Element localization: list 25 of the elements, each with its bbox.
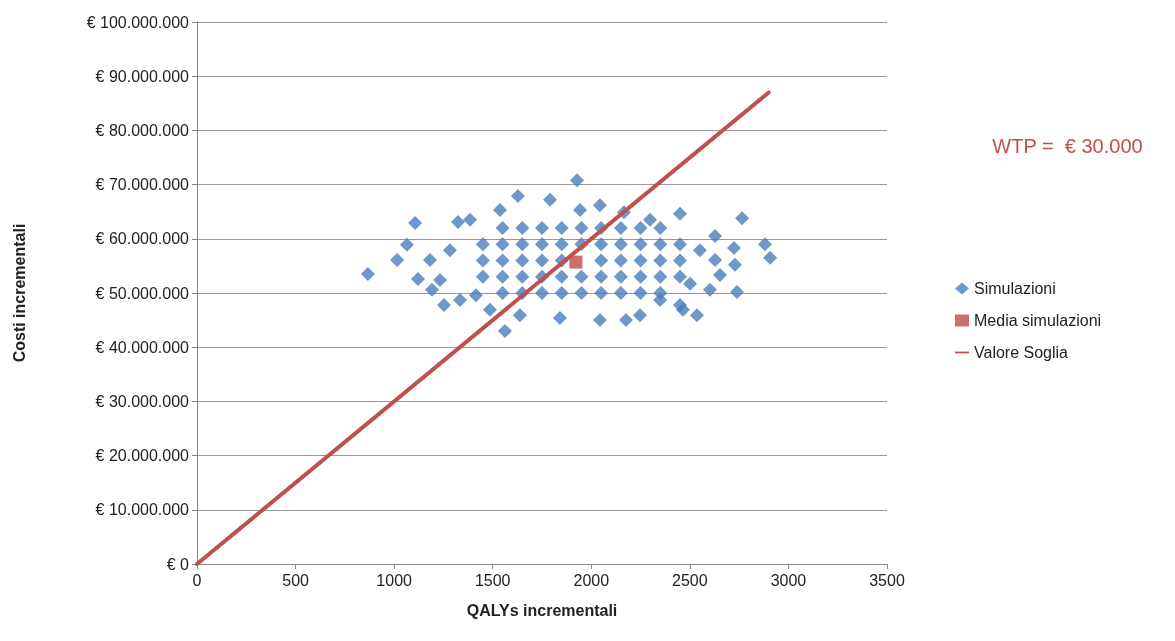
y-axis-title: Costi incrementali — [10, 223, 28, 363]
y-tick-label: € 0 — [166, 555, 190, 573]
x-tick-label: 500 — [282, 571, 310, 589]
x-axis-title: QALYs incrementali — [466, 601, 618, 619]
y-tick-label: € 100.000.000 — [86, 13, 190, 31]
x-tick-label: 2500 — [672, 571, 708, 589]
x-tick-label: 1500 — [474, 571, 511, 589]
text: WTP = € 30.000 — [992, 135, 1143, 157]
y-tick-label: € 80.000.000 — [95, 121, 190, 139]
legend-label: Media simulazioni — [974, 312, 1102, 329]
y-tick-label: € 70.000.000 — [95, 176, 190, 194]
x-tick-label: 0 — [192, 571, 202, 589]
y-tick-label: € 50.000.000 — [95, 284, 190, 302]
y-tick-label: € 90.000.000 — [95, 67, 190, 85]
x-tick-label: 2000 — [573, 571, 610, 589]
y-tick-label: € 60.000.000 — [95, 230, 190, 248]
y-tick-label: € 30.000.000 — [95, 392, 190, 410]
y-tick-label: € 10.000.000 — [95, 501, 190, 519]
legend-label: Valore Soglia — [974, 344, 1069, 361]
legend-label: Simulazioni — [974, 280, 1056, 297]
x-tick-label: 3500 — [869, 571, 905, 589]
y-tick-label: € 40.000.000 — [95, 338, 190, 356]
x-tick-label: 1000 — [376, 571, 413, 589]
y-tick-label: € 20.000.000 — [95, 447, 190, 465]
x-tick-label: 3000 — [770, 571, 807, 589]
